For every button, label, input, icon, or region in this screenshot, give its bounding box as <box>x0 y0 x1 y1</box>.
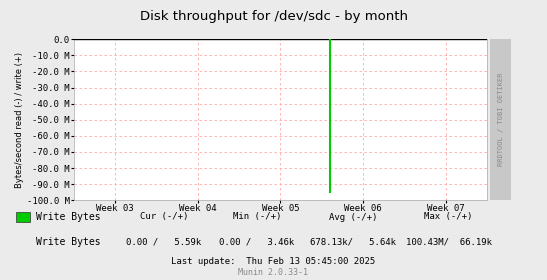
Text: Last update:  Thu Feb 13 05:45:00 2025: Last update: Thu Feb 13 05:45:00 2025 <box>171 257 376 266</box>
Text: Max (-/+): Max (-/+) <box>424 213 473 221</box>
Text: Cur (-/+): Cur (-/+) <box>140 213 188 221</box>
Text: Disk throughput for /dev/sdc - by month: Disk throughput for /dev/sdc - by month <box>139 10 408 23</box>
Text: Write Bytes: Write Bytes <box>36 237 100 247</box>
Text: Write Bytes: Write Bytes <box>36 212 100 222</box>
Text: Min (-/+): Min (-/+) <box>233 213 281 221</box>
Text: 678.13k/   5.64k: 678.13k/ 5.64k <box>310 238 396 247</box>
Text: Munin 2.0.33-1: Munin 2.0.33-1 <box>238 268 309 277</box>
Text: RRDTOOL / TOBI OETIKER: RRDTOOL / TOBI OETIKER <box>498 73 503 166</box>
Text: 0.00 /   3.46k: 0.00 / 3.46k <box>219 238 295 247</box>
Text: 0.00 /   5.59k: 0.00 / 5.59k <box>126 238 202 247</box>
Text: 100.43M/  66.19k: 100.43M/ 66.19k <box>405 238 492 247</box>
Y-axis label: Bytes/second read (-) / write (+): Bytes/second read (-) / write (+) <box>15 52 24 188</box>
Text: Avg (-/+): Avg (-/+) <box>329 213 377 221</box>
